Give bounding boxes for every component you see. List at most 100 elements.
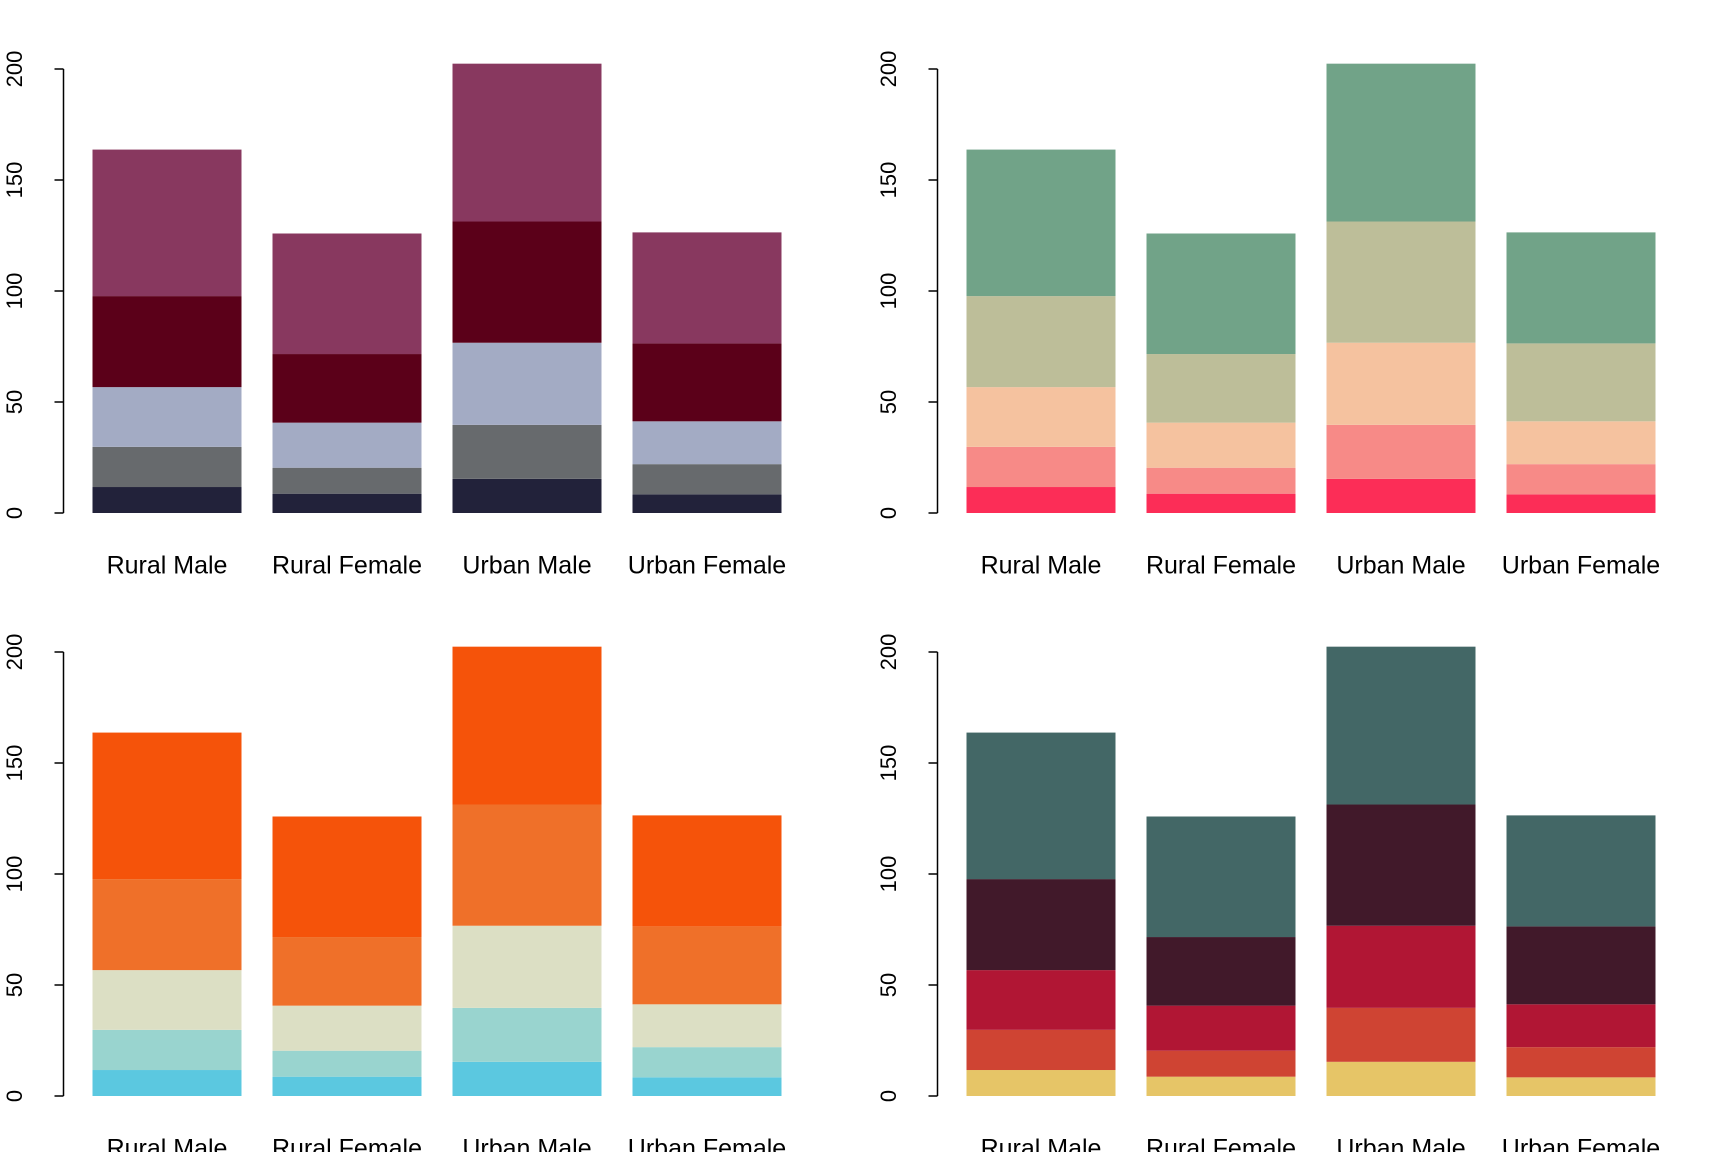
bar-segment [632,1047,782,1078]
bar-segment [1506,815,1656,927]
y-tick-label: 0 [876,507,901,519]
y-tick-label: 150 [2,162,27,199]
x-tick-label: Urban Male [1336,552,1465,580]
bar-segment [632,232,782,344]
bar-segment [272,354,422,423]
bar-segment [966,387,1116,447]
bar-segment [92,446,242,488]
bar-segment [1506,1077,1656,1096]
bar-segment [272,1005,422,1051]
bar-segment [272,1050,422,1077]
bar-segment [966,732,1116,880]
bar-segment [1506,926,1656,1005]
bar-segment [272,422,422,468]
bar-segment [966,296,1116,388]
bar-segment [452,478,602,513]
bar-segment [452,424,602,479]
bar-segment [966,970,1116,1030]
bar-segment [92,879,242,971]
x-tick-label: Urban Male [462,1135,591,1152]
bar-segment [1326,646,1476,805]
y-tick-label: 100 [2,856,27,893]
bar-segment [1326,925,1476,1008]
x-tick-label: Urban Male [462,552,591,580]
bar-segment [1146,1005,1296,1051]
bar-segment [632,1077,782,1096]
bar-segment [1146,233,1296,355]
bar-segment [1146,816,1296,938]
bar-segment [1326,1007,1476,1062]
bar-segment [452,925,602,1008]
x-tick-label: Rural Male [107,552,228,580]
bar-segment [632,421,782,465]
y-tick-label: 150 [876,745,901,782]
bar-segment [272,937,422,1006]
bar-segment [966,446,1116,488]
bar-segment [966,487,1116,513]
bar-segment [632,1004,782,1048]
bar-segment [92,732,242,880]
y-tick-label: 50 [2,973,27,997]
bar-segment [92,149,242,297]
bar-segment [1146,493,1296,513]
x-tick-label: Urban Female [628,1135,786,1152]
bar-segment [632,815,782,927]
y-tick-label: 200 [2,51,27,88]
bar-segment [272,816,422,938]
y-tick-label: 50 [876,390,901,414]
bar-segment [452,1007,602,1062]
bar-segment [272,233,422,355]
bar-segment [966,1029,1116,1071]
bar-segment [92,387,242,447]
bar-segment [966,1070,1116,1096]
bar-segment [1326,424,1476,479]
x-tick-label: Rural Female [272,1135,422,1152]
y-tick-label: 0 [2,507,27,519]
x-tick-label: Rural Female [1146,552,1296,580]
bar-segment [1146,467,1296,494]
y-tick-label: 150 [2,745,27,782]
y-tick-label: 50 [2,390,27,414]
bar-segment [632,343,782,422]
bar-segment [632,926,782,1005]
bar-segment [272,467,422,494]
bar-segment [92,1029,242,1071]
bar-segment [452,342,602,425]
bar-segment [1146,422,1296,468]
bar-segment [1506,464,1656,495]
bar-segment [272,493,422,513]
bar-segment [1506,232,1656,344]
bar-segment [632,464,782,495]
x-tick-label: Urban Female [1502,552,1660,580]
x-tick-label: Rural Male [107,1135,228,1152]
bar-segment [92,970,242,1030]
bar-segment [1506,494,1656,513]
bar-segment [452,804,602,926]
bar-segment [92,296,242,388]
x-tick-label: Urban Male [1336,1135,1465,1152]
y-tick-label: 50 [876,973,901,997]
bar-segment [1506,343,1656,422]
y-tick-label: 150 [876,162,901,199]
bar-segment [272,1076,422,1096]
bar-segment [452,646,602,805]
x-tick-label: Rural Female [1146,1135,1296,1152]
x-tick-label: Urban Female [1502,1135,1660,1152]
bar-segment [1326,804,1476,926]
y-tick-label: 0 [2,1090,27,1102]
bar-segment [966,879,1116,971]
bar-segment [1506,1047,1656,1078]
bar-segment [1146,354,1296,423]
y-tick-label: 200 [2,634,27,671]
bar-segment [1146,937,1296,1006]
bar-segment [1326,1061,1476,1096]
y-tick-label: 100 [876,856,901,893]
x-tick-label: Rural Male [981,1135,1102,1152]
bar-segment [452,63,602,222]
y-tick-label: 0 [876,1090,901,1102]
bar-segment [452,1061,602,1096]
y-tick-label: 200 [876,51,901,88]
bar-segment [1146,1076,1296,1096]
bar-segment [1506,1004,1656,1048]
